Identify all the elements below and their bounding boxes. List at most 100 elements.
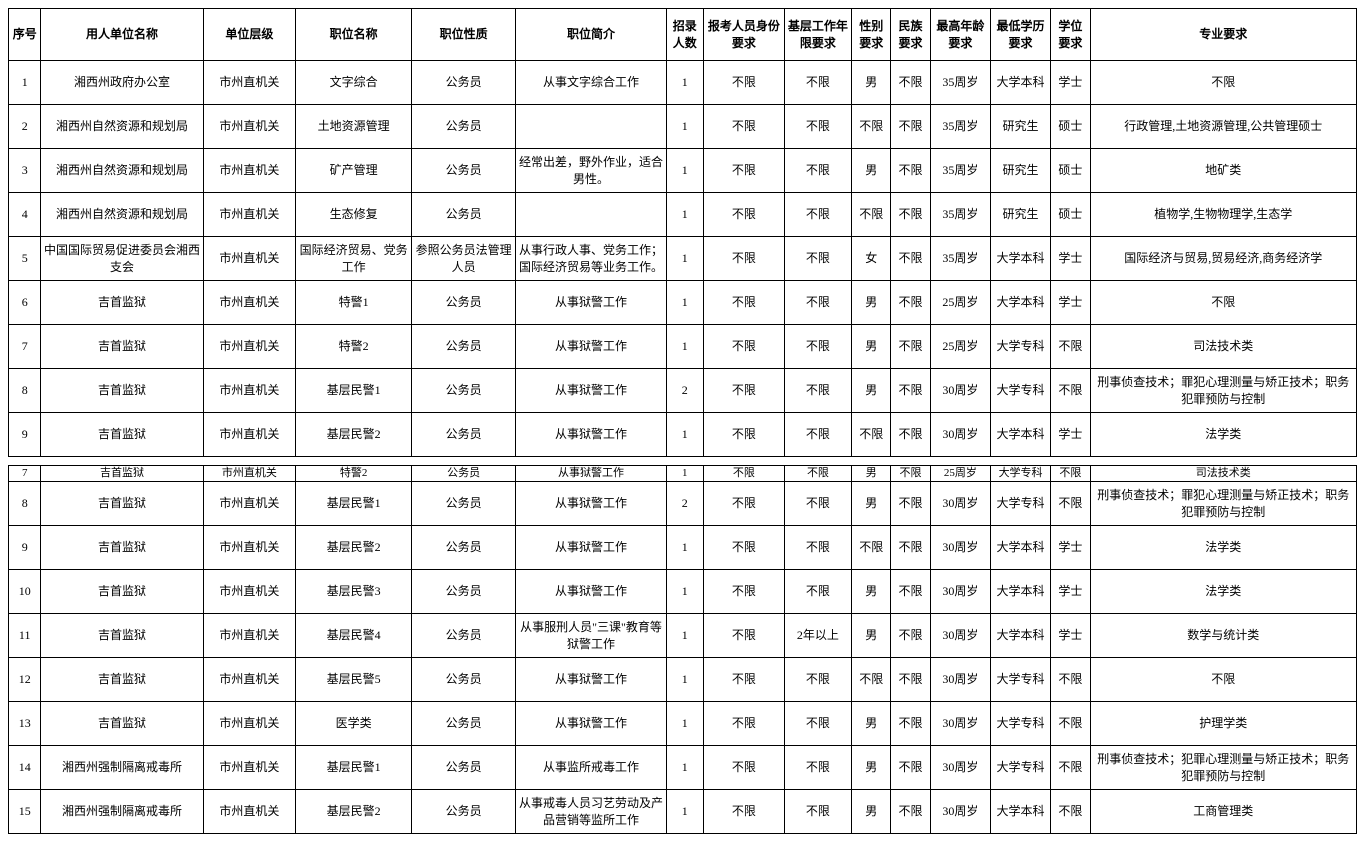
cell-eth: 不限 [891, 466, 930, 482]
cell-maj: 不限 [1090, 658, 1356, 702]
cell-sex: 男 [852, 325, 891, 369]
cell-app: 不限 [703, 325, 784, 369]
cell-maj: 护理学类 [1090, 702, 1356, 746]
cell-age: 30周岁 [930, 482, 990, 526]
cell-maj: 不限 [1090, 281, 1356, 325]
cell-pos: 基层民警5 [296, 658, 412, 702]
cell-unit: 湘西州强制隔离戒毒所 [41, 746, 203, 790]
cell-unit: 湘西州自然资源和规划局 [41, 149, 203, 193]
cell-maj: 国际经济与贸易,贸易经济,商务经济学 [1090, 237, 1356, 281]
cell-nat: 公务员 [411, 746, 515, 790]
th-nat: 职位性质 [411, 9, 515, 61]
cell-sex: 不限 [852, 413, 891, 457]
cell-desc: 从事狱警工作 [516, 466, 667, 482]
cell-level: 市州直机关 [203, 237, 296, 281]
cell-desc: 经常出差，野外作业，适合男性。 [516, 149, 667, 193]
cell-maj: 行政管理,土地资源管理,公共管理硕士 [1090, 105, 1356, 149]
cell-num: 1 [666, 325, 703, 369]
cell-seq: 8 [9, 482, 41, 526]
table-row: 15湘西州强制隔离戒毒所市州直机关基层民警2公务员从事戒毒人员习艺劳动及产品营销… [9, 790, 1357, 834]
cell-app: 不限 [703, 466, 784, 482]
cell-maj: 法学类 [1090, 526, 1356, 570]
cell-app: 不限 [703, 746, 784, 790]
cell-sex: 女 [852, 237, 891, 281]
cell-deg: 不限 [1051, 466, 1090, 482]
cell-unit: 吉首监狱 [41, 658, 203, 702]
cell-level: 市州直机关 [203, 746, 296, 790]
cell-num: 1 [666, 466, 703, 482]
cell-level: 市州直机关 [203, 614, 296, 658]
cell-sex: 男 [852, 281, 891, 325]
th-sex: 性别要求 [852, 9, 891, 61]
cell-pos: 文字综合 [296, 61, 412, 105]
cell-seq: 11 [9, 614, 41, 658]
cell-app: 不限 [703, 658, 784, 702]
cell-sex: 男 [852, 614, 891, 658]
cell-eth: 不限 [891, 149, 930, 193]
cell-desc: 从事行政人事、党务工作；国际经济贸易等业务工作。 [516, 237, 667, 281]
cell-age: 25周岁 [930, 325, 990, 369]
cell-app: 不限 [703, 570, 784, 614]
cell-desc: 从事狱警工作 [516, 570, 667, 614]
cell-eth: 不限 [891, 61, 930, 105]
cell-pos: 矿产管理 [296, 149, 412, 193]
cell-unit: 吉首监狱 [41, 281, 203, 325]
cell-nat: 公务员 [411, 193, 515, 237]
cell-desc: 从事服刑人员"三课"教育等狱警工作 [516, 614, 667, 658]
cell-deg: 学士 [1051, 526, 1090, 570]
cell-seq: 13 [9, 702, 41, 746]
cell-level: 市州直机关 [203, 105, 296, 149]
cell-app: 不限 [703, 369, 784, 413]
table-row: 1湘西州政府办公室市州直机关文字综合公务员从事文字综合工作1不限不限男不限35周… [9, 61, 1357, 105]
cell-seq: 12 [9, 658, 41, 702]
cell-exp: 不限 [784, 325, 851, 369]
cell-maj: 法学类 [1090, 413, 1356, 457]
cell-edu: 大学本科 [990, 413, 1050, 457]
cell-unit: 吉首监狱 [41, 614, 203, 658]
table-row: 10吉首监狱市州直机关基层民警3公务员从事狱警工作1不限不限男不限30周岁大学本… [9, 570, 1357, 614]
cell-edu: 大学专科 [990, 482, 1050, 526]
cell-exp: 不限 [784, 281, 851, 325]
cell-num: 1 [666, 746, 703, 790]
cell-deg: 不限 [1051, 746, 1090, 790]
cell-age: 30周岁 [930, 702, 990, 746]
cell-edu: 大学专科 [990, 369, 1050, 413]
cell-deg: 不限 [1051, 325, 1090, 369]
cell-exp: 不限 [784, 526, 851, 570]
cell-num: 1 [666, 526, 703, 570]
cell-edu: 大学本科 [990, 237, 1050, 281]
cell-desc [516, 105, 667, 149]
cell-app: 不限 [703, 413, 784, 457]
cell-edu: 研究生 [990, 193, 1050, 237]
table-row: 7吉首监狱市州直机关特警2公务员从事狱警工作1不限不限男不限25周岁大学专科不限… [9, 466, 1357, 482]
cell-edu: 大学专科 [990, 746, 1050, 790]
recruit-table-2: 7吉首监狱市州直机关特警2公务员从事狱警工作1不限不限男不限25周岁大学专科不限… [8, 465, 1357, 834]
cell-eth: 不限 [891, 702, 930, 746]
cell-level: 市州直机关 [203, 526, 296, 570]
th-age: 最高年龄要求 [930, 9, 990, 61]
cell-age: 35周岁 [930, 193, 990, 237]
cell-nat: 参照公务员法管理人员 [411, 237, 515, 281]
cell-unit: 中国国际贸易促进委员会湘西支会 [41, 237, 203, 281]
cell-num: 1 [666, 790, 703, 834]
cell-seq: 6 [9, 281, 41, 325]
cell-pos: 医学类 [296, 702, 412, 746]
table-row: 6吉首监狱市州直机关特警1公务员从事狱警工作1不限不限男不限25周岁大学本科学士… [9, 281, 1357, 325]
cell-nat: 公务员 [411, 790, 515, 834]
cell-deg: 不限 [1051, 369, 1090, 413]
cell-age: 25周岁 [930, 281, 990, 325]
cell-age: 35周岁 [930, 237, 990, 281]
cell-nat: 公务员 [411, 702, 515, 746]
cell-sex: 男 [852, 466, 891, 482]
cell-eth: 不限 [891, 281, 930, 325]
table-row: 8吉首监狱市州直机关基层民警1公务员从事狱警工作2不限不限男不限30周岁大学专科… [9, 482, 1357, 526]
cell-maj: 刑事侦查技术；罪犯心理测量与矫正技术；职务犯罪预防与控制 [1090, 369, 1356, 413]
cell-exp: 不限 [784, 149, 851, 193]
cell-age: 30周岁 [930, 369, 990, 413]
cell-app: 不限 [703, 61, 784, 105]
cell-num: 2 [666, 369, 703, 413]
cell-sex: 不限 [852, 105, 891, 149]
cell-desc: 从事狱警工作 [516, 281, 667, 325]
th-pos: 职位名称 [296, 9, 412, 61]
cell-unit: 吉首监狱 [41, 325, 203, 369]
